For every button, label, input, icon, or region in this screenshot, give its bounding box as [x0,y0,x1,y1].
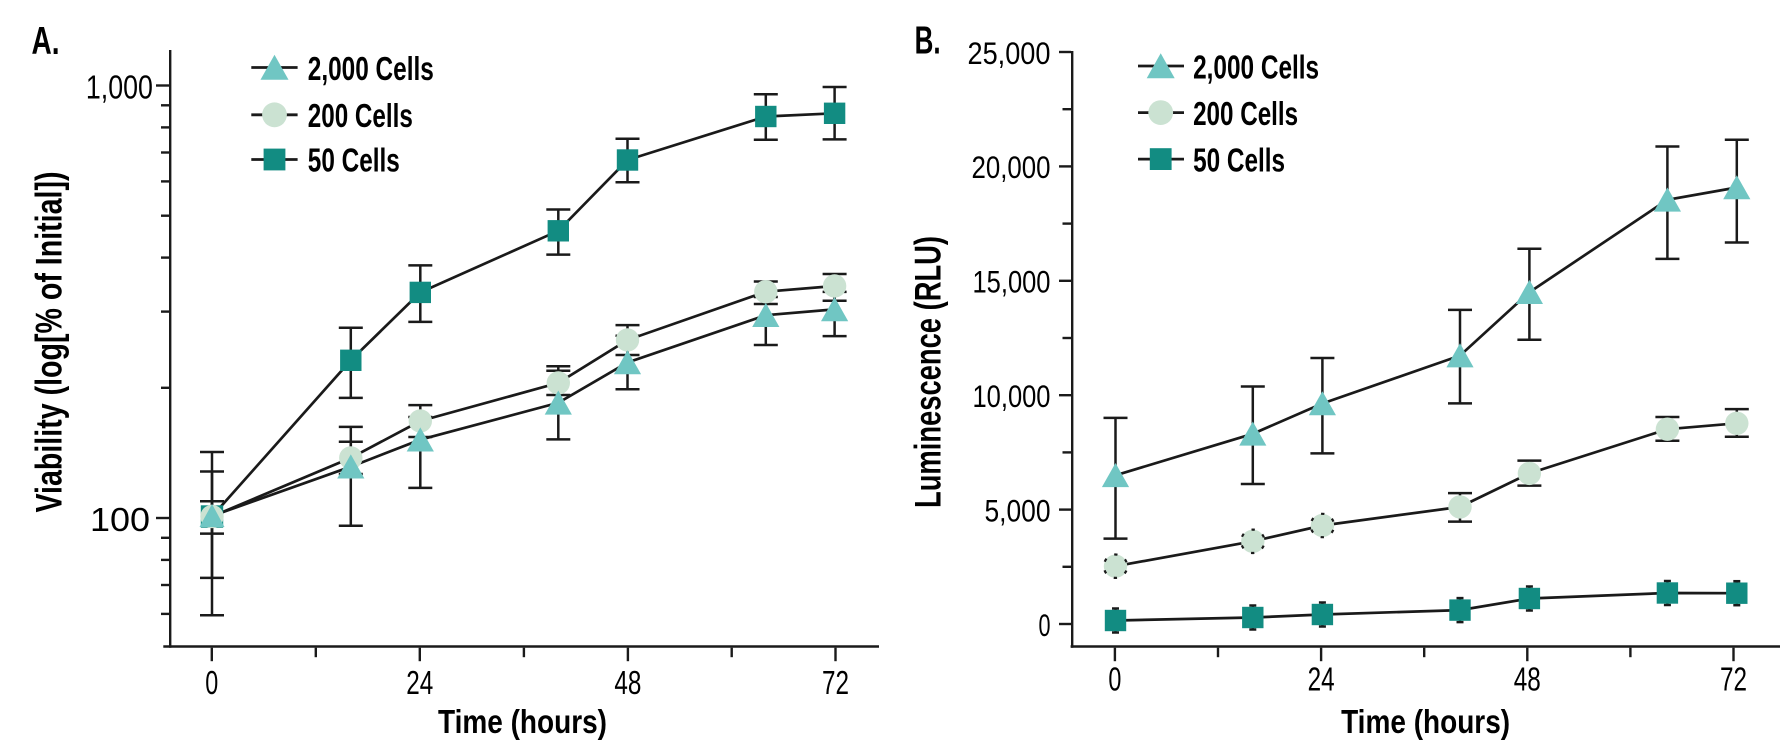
svg-text:0: 0 [1108,661,1121,698]
svg-text:50 Cells: 50 Cells [1193,142,1285,179]
svg-text:100: 100 [90,501,150,538]
svg-text:48: 48 [1514,661,1541,698]
svg-text:B.: B. [915,19,941,62]
svg-text:72: 72 [1720,661,1747,698]
svg-text:Time (hours): Time (hours) [1341,703,1510,740]
svg-text:0: 0 [1039,607,1051,643]
svg-text:50 Cells: 50 Cells [308,142,400,179]
svg-text:24: 24 [406,664,433,701]
svg-text:Viability (log[% of Initial]): Viability (log[% of Initial]) [29,172,70,513]
svg-text:A.: A. [32,20,60,63]
svg-text:2,000 Cells: 2,000 Cells [1193,49,1319,86]
svg-text:20,000: 20,000 [972,149,1051,185]
svg-text:24: 24 [1308,661,1335,698]
svg-text:48: 48 [614,664,641,701]
svg-text:10,000: 10,000 [973,378,1051,414]
svg-text:2,000 Cells: 2,000 Cells [308,50,434,87]
svg-text:0: 0 [205,664,218,701]
svg-text:1,000: 1,000 [86,69,153,106]
svg-text:Luminescence (RLU): Luminescence (RLU) [908,236,949,508]
svg-text:Time (hours): Time (hours) [438,703,607,740]
svg-text:200 Cells: 200 Cells [1193,95,1298,132]
svg-text:15,000: 15,000 [973,264,1051,300]
svg-text:72: 72 [822,664,849,701]
svg-text:25,000: 25,000 [968,35,1051,71]
svg-text:200 Cells: 200 Cells [308,97,413,134]
svg-text:5,000: 5,000 [985,492,1051,528]
